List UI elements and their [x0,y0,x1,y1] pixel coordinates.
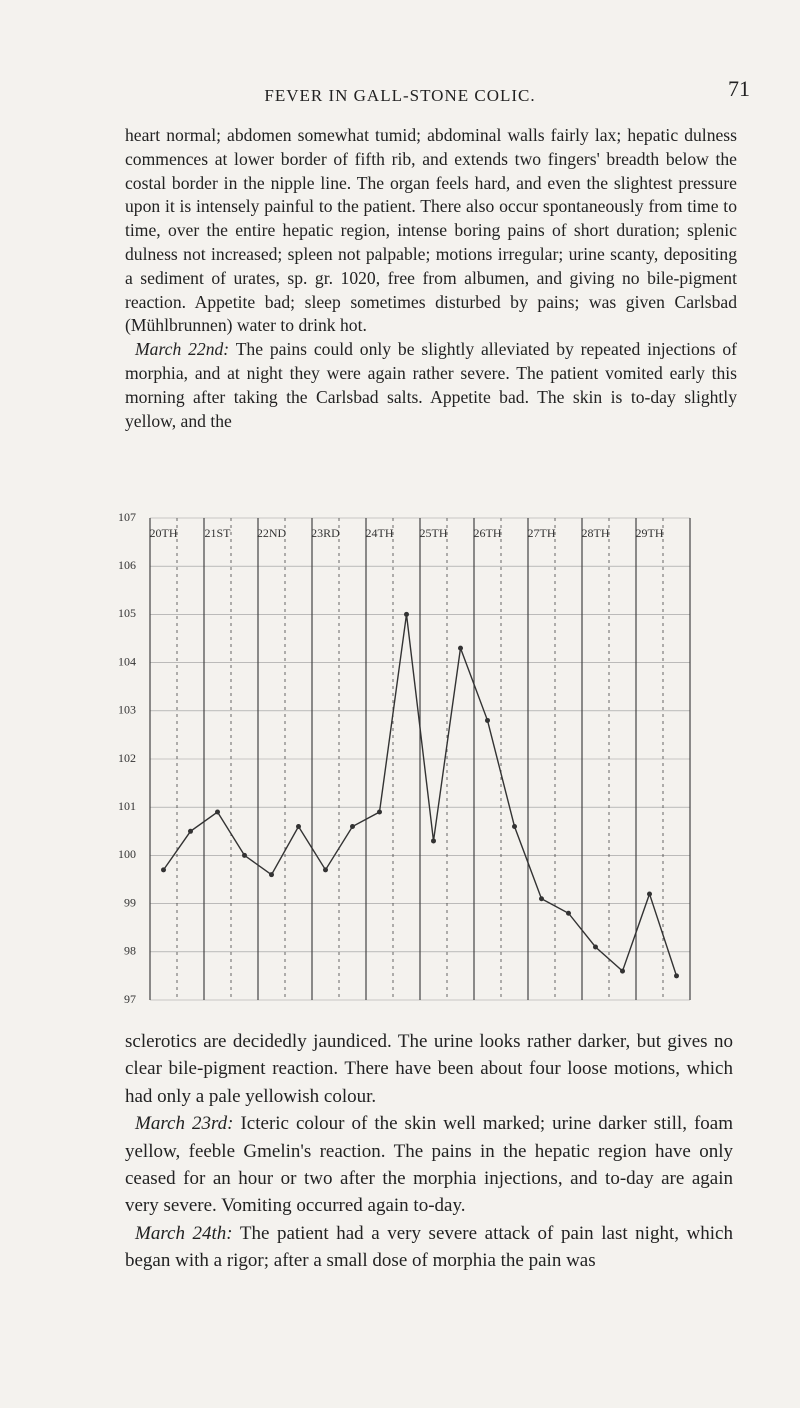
temperature-point [458,645,463,651]
x-tick-label: 20TH [150,526,178,540]
entry-date: March 24th: [135,1222,233,1244]
temperature-point [431,838,436,844]
paragraph: sclerotics are decidedly jaundiced. The … [125,1028,733,1110]
paragraph-text: Icteric colour of the skin well marked; … [125,1113,733,1217]
paragraph: March 22nd: The pains could only be slig… [125,338,737,433]
paragraph-text: sclerotics are decidedly jaundiced. The … [125,1031,733,1107]
x-tick-label: 24TH [366,526,394,540]
temperature-point [566,910,571,916]
temperature-point [161,867,166,873]
x-tick-label: 29TH [636,526,664,540]
y-tick-label: 100 [118,847,136,861]
temperature-chart: 97 98 99 100 101 102 103 104 105 106 107 20TH 21ST 22… [118,510,691,1006]
entry-date: March 23rd: [135,1113,234,1135]
temperature-point [269,872,274,878]
temperature-point [674,973,679,979]
paragraph: heart normal; abdomen somewhat tumid; ab… [125,124,737,338]
temperature-point [620,968,625,974]
x-tick-label: 28TH [582,526,610,540]
temperature-point [188,828,193,834]
y-tick-label: 103 [118,703,136,717]
paragraph-text: heart normal; abdomen somewhat tumid; ab… [125,125,737,336]
x-tick-label: 22ND [257,526,287,540]
running-head: FEVER IN GALL-STONE COLIC. [264,86,536,105]
temperature-point [350,823,355,829]
paragraph: March 24th: The patient had a very sever… [125,1220,733,1275]
paragraph: March 23rd: Icteric colour of the skin w… [125,1110,733,1220]
y-tick-label: 104 [118,654,136,668]
y-tick-label: 107 [118,510,136,524]
paragraph-text: The patient had a very severe attack of … [125,1222,733,1272]
temperature-point [647,891,652,897]
paragraph-text: The pains could only be slightly allevia… [125,339,737,431]
temperature-point [404,611,409,617]
y-tick-label: 101 [118,799,136,813]
temperature-point [539,896,544,902]
y-tick-label: 102 [118,751,136,765]
y-tick-label: 106 [118,558,136,572]
y-tick-label: 98 [124,944,136,958]
temperature-point [485,717,490,723]
x-tick-label: 25TH [420,526,448,540]
y-tick-label: 105 [118,606,136,620]
temperature-point [215,809,220,815]
text-block: heart normal; abdomen somewhat tumid; ab… [125,124,737,433]
x-tick-label: 26TH [474,526,502,540]
text-block: sclerotics are decidedly jaundiced. The … [125,1028,733,1275]
temperature-point [323,867,328,873]
x-tick-label: 27TH [528,526,556,540]
x-tick-label: 21ST [204,526,231,540]
temperature-point [377,809,382,815]
temperature-line [162,614,678,977]
y-tick-label: 99 [124,895,136,909]
temperature-point [512,823,517,829]
entry-date: March 22nd: [135,339,230,360]
y-tick-label: 97 [124,992,136,1006]
x-tick-label: 23RD [311,526,340,540]
page-number: 71 [728,76,750,101]
temperature-point [296,823,301,829]
temperature-point [242,852,247,858]
temperature-point [593,944,598,950]
